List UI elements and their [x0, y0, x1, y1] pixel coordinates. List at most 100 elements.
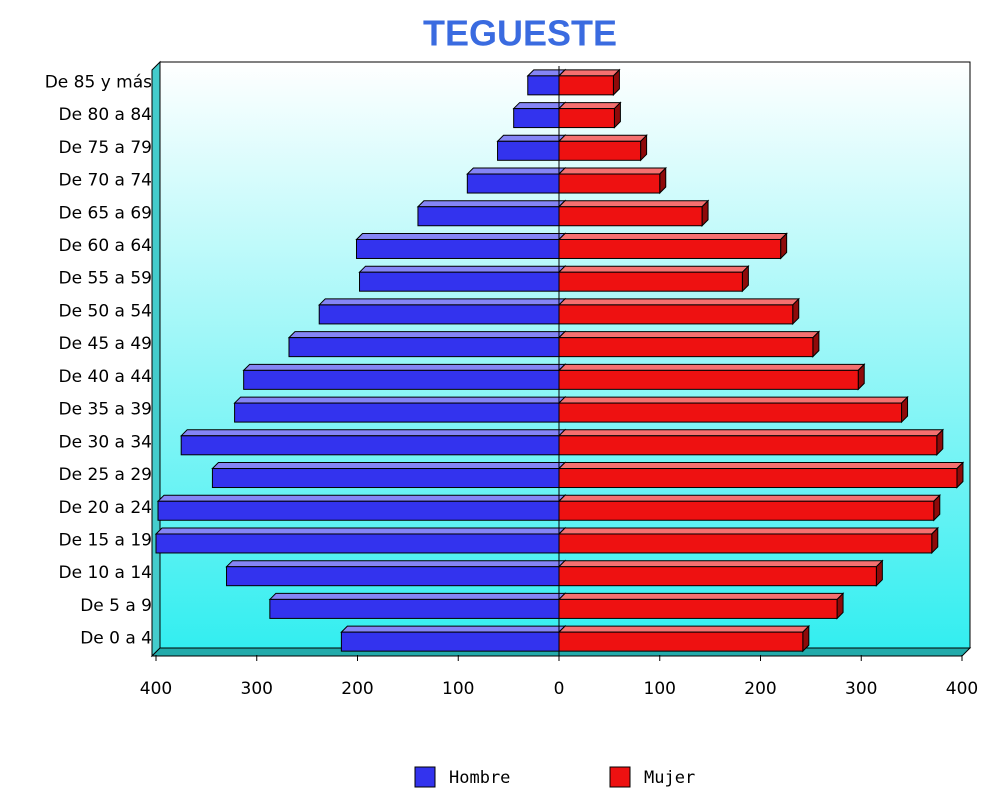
side-wall [151, 60, 161, 658]
bar [527, 75, 560, 96]
bar-top [557, 625, 811, 633]
bar [558, 238, 782, 259]
bar [288, 337, 560, 358]
y-tick-label: De 65 a 69 [59, 203, 152, 223]
bar-top [512, 102, 567, 110]
bar [234, 402, 560, 423]
bar-top [557, 494, 941, 502]
bar [558, 435, 938, 456]
bar-top [268, 592, 567, 600]
y-tick-label: De 55 a 59 [59, 269, 152, 289]
x-tick-label: 200 [744, 679, 776, 699]
bar [558, 173, 661, 194]
bar [558, 369, 859, 390]
x-tick-label: 300 [241, 679, 273, 699]
bar [558, 500, 935, 521]
bar-top [233, 396, 567, 404]
bar-top [318, 298, 567, 306]
y-tick-label: De 0 a 4 [80, 629, 152, 649]
bar-top [557, 200, 710, 208]
x-tick-label: 0 [554, 679, 565, 699]
bar-top [557, 232, 788, 240]
bar [558, 206, 703, 227]
bar-top [466, 167, 567, 175]
y-tick-label: De 60 a 64 [59, 236, 152, 256]
bar [558, 402, 903, 423]
bar [558, 304, 794, 325]
bar-top [179, 429, 567, 437]
bar [155, 533, 560, 554]
bar-top [557, 396, 909, 404]
bar [226, 566, 560, 587]
y-tick-label: De 30 a 34 [59, 432, 152, 452]
bar-top [557, 462, 965, 470]
bar [558, 140, 642, 161]
y-tick-label: De 40 a 44 [59, 367, 152, 387]
bar [243, 369, 560, 390]
x-tick-label: 400 [140, 679, 172, 699]
bar [359, 271, 560, 292]
bar [513, 108, 560, 129]
bar-top [557, 560, 884, 568]
chart-title: TEGUESTE [423, 13, 617, 54]
legend-label: Hombre [449, 768, 510, 788]
legend-swatch [609, 766, 631, 788]
bar-top [156, 494, 567, 502]
bar [558, 533, 933, 554]
y-tick-label: De 20 a 24 [59, 498, 152, 518]
bar-top [557, 331, 821, 339]
y-tick-label: De 35 a 39 [59, 400, 152, 420]
bar [558, 631, 804, 652]
bar [211, 468, 560, 489]
bar-top [557, 134, 648, 142]
bar-top [557, 363, 866, 371]
bar-top [287, 331, 567, 339]
bar [269, 598, 560, 619]
bar-top [557, 592, 845, 600]
x-tick-label: 100 [644, 679, 676, 699]
bar [355, 238, 560, 259]
y-tick-label: De 45 a 49 [59, 334, 152, 354]
bar [497, 140, 560, 161]
bar-top [225, 560, 567, 568]
bar [558, 337, 814, 358]
y-tick-label: De 25 a 29 [59, 465, 152, 485]
bar [180, 435, 560, 456]
bar-top [242, 363, 567, 371]
bar [558, 598, 838, 619]
x-tick-label: 200 [341, 679, 373, 699]
bar [558, 271, 743, 292]
bar-top [557, 298, 800, 306]
legend-label: Mujer [644, 768, 695, 788]
bar-top [496, 134, 567, 142]
bar [318, 304, 560, 325]
x-tick-label: 300 [845, 679, 877, 699]
bar [417, 206, 560, 227]
bar-top [557, 102, 622, 110]
bar-top [358, 265, 567, 273]
x-tick-label: 400 [946, 679, 978, 699]
bar-top [416, 200, 567, 208]
y-tick-label: De 75 a 79 [59, 138, 152, 158]
bar [558, 75, 614, 96]
bar [558, 468, 958, 489]
bar-top [355, 232, 567, 240]
bar-top [557, 265, 750, 273]
y-tick-label: De 85 y más [45, 72, 152, 92]
bar-top [557, 527, 939, 535]
y-tick-label: De 70 a 74 [59, 171, 152, 191]
y-tick-label: De 50 a 54 [59, 301, 152, 321]
x-tick-label: 100 [442, 679, 474, 699]
y-tick-label: De 80 a 84 [59, 105, 152, 125]
bar [558, 108, 615, 129]
y-tick-label: De 10 a 14 [59, 563, 152, 583]
bar-top [557, 429, 945, 437]
bar [558, 566, 877, 587]
bar [466, 173, 560, 194]
bar [340, 631, 560, 652]
bar-top [154, 527, 567, 535]
bar-top [211, 462, 567, 470]
bar-top [340, 625, 567, 633]
bar-top [557, 69, 621, 77]
